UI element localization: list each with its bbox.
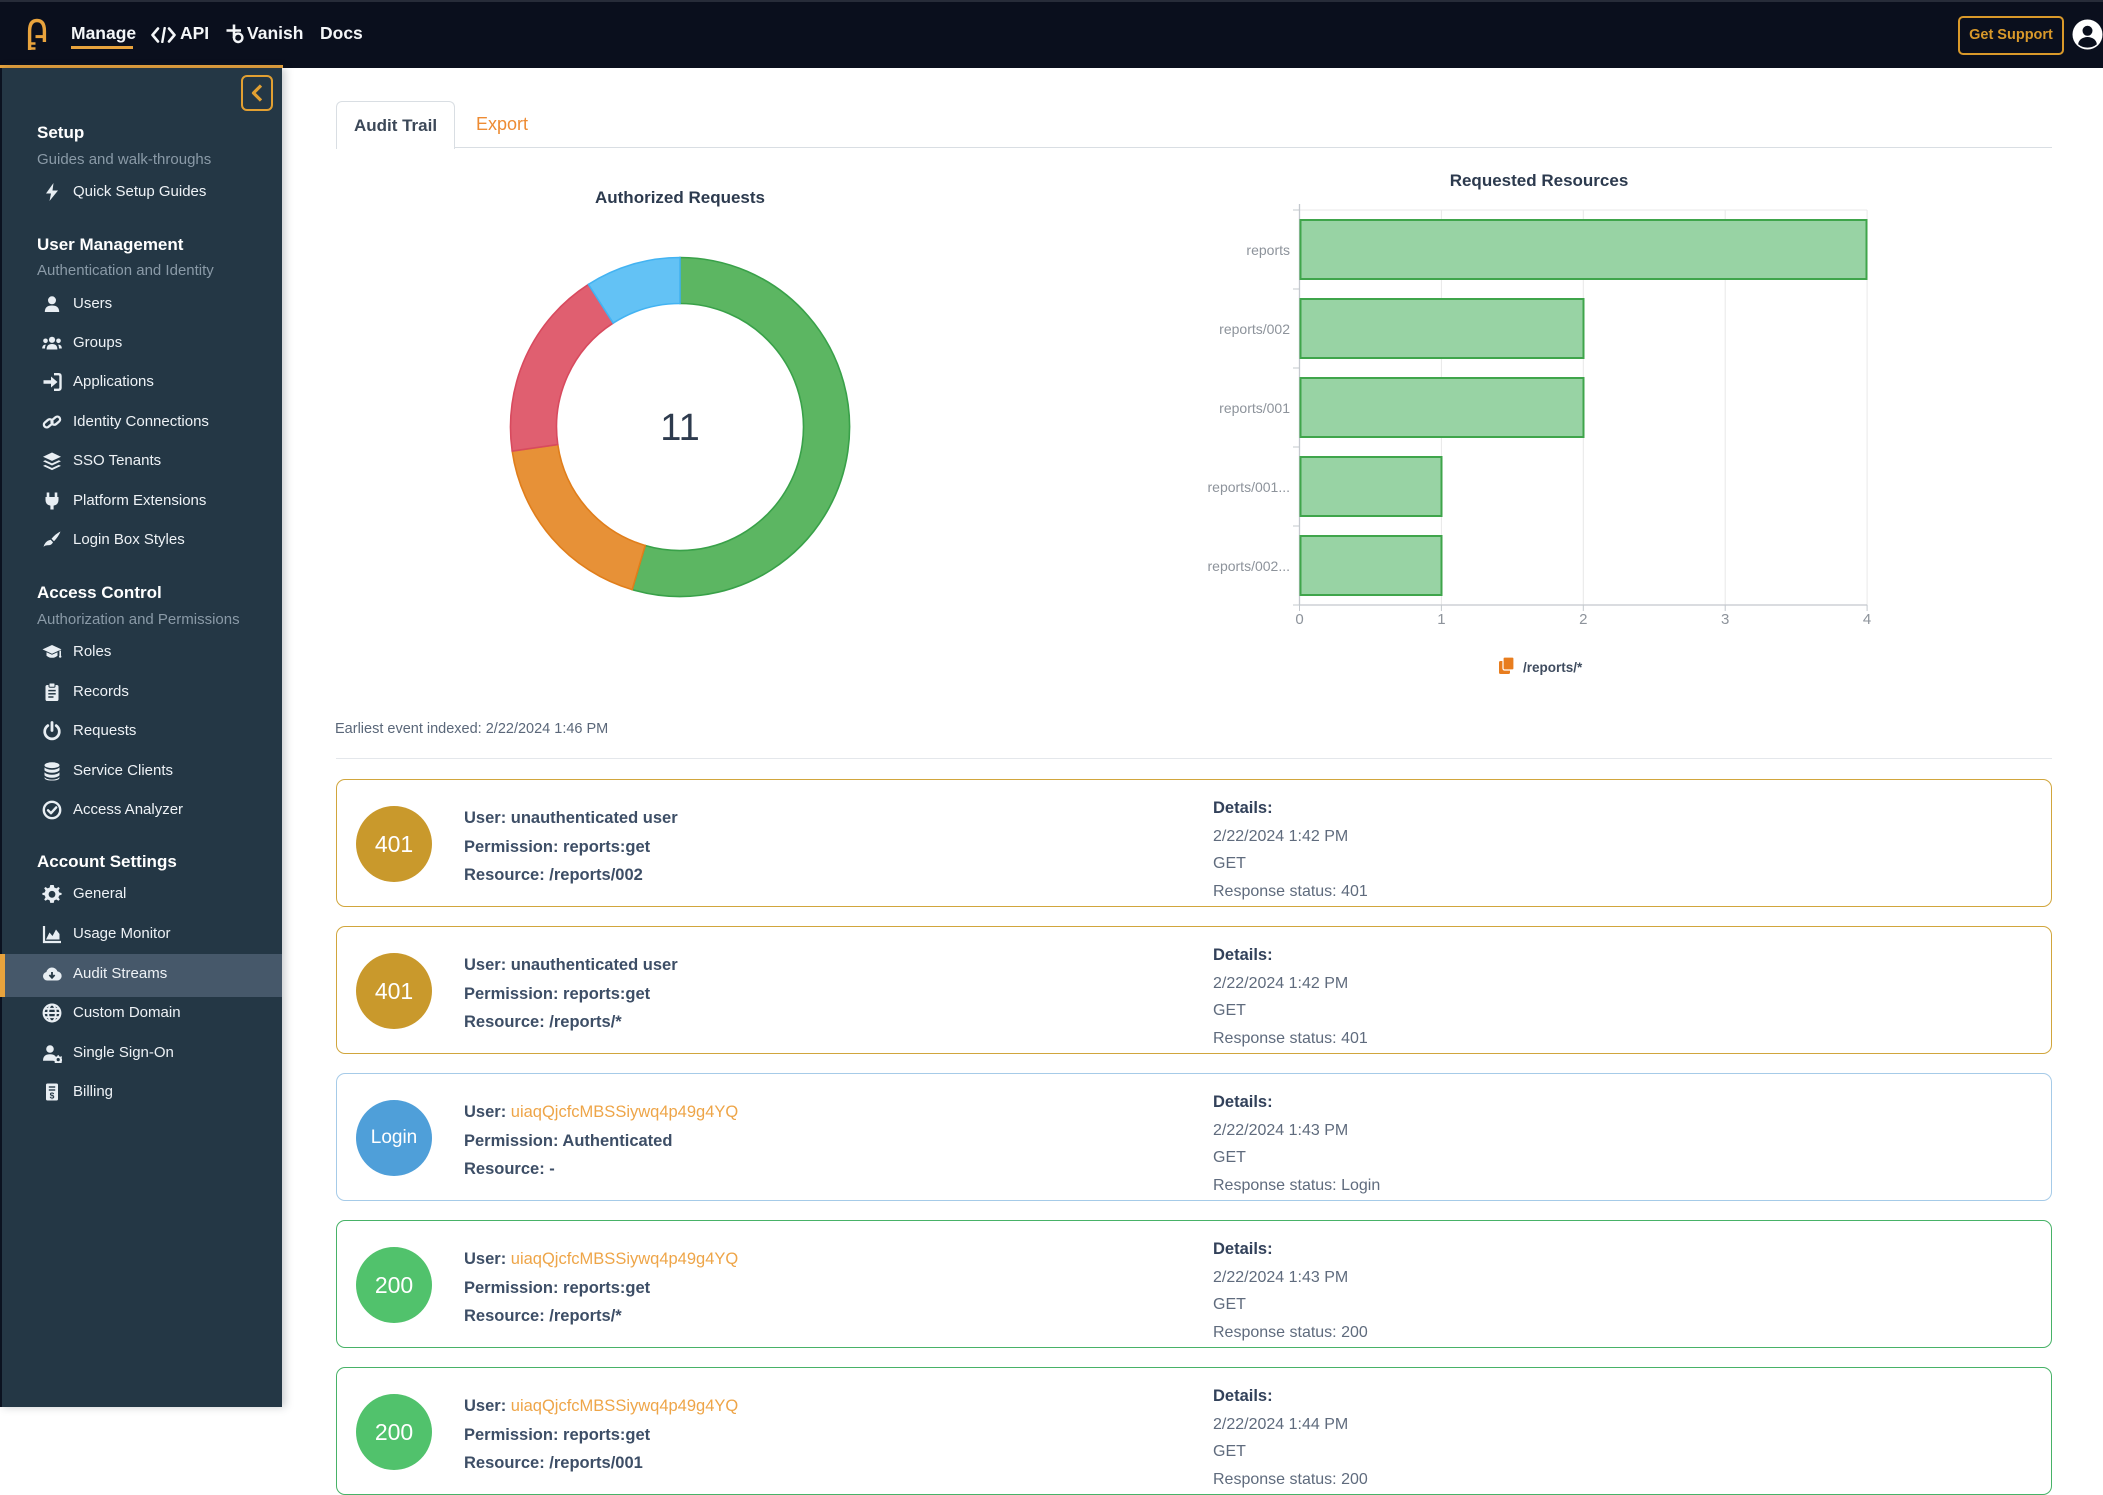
svg-text:4: 4: [1863, 611, 1871, 628]
svg-text:2: 2: [1579, 611, 1587, 628]
svg-text:11: 11: [660, 407, 699, 449]
svg-text:reports/002...: reports/002...: [1208, 558, 1291, 574]
svg-text:reports/001: reports/001: [1219, 400, 1290, 416]
svg-text:3: 3: [1721, 611, 1729, 628]
svg-text:0: 0: [1295, 611, 1303, 628]
svg-text:reports/002: reports/002: [1219, 321, 1290, 337]
svg-text:reports: reports: [1246, 242, 1290, 258]
svg-text:/reports/*: /reports/*: [1523, 660, 1583, 675]
svg-text:$: $: [50, 1090, 55, 1100]
svg-text:1: 1: [1437, 611, 1445, 628]
svg-text:reports/001...: reports/001...: [1208, 479, 1291, 495]
